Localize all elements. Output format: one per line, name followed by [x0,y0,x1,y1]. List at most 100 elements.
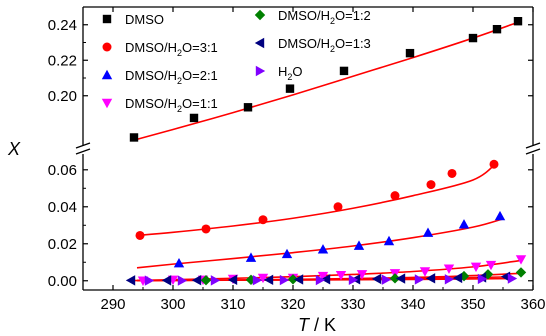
series-1-point [405,48,415,58]
series-1-point [243,103,253,112]
series-3-fit-curve [136,218,504,269]
y-tick-label-0.02: 0.02 [48,236,77,253]
axes: 290 300 310 320 330 340 350 360 0.20 0.22 0.24 0.00… [48,6,546,313]
series-7-point [477,273,488,285]
legend-marker-3 [101,69,113,80]
series-4-point [485,260,497,271]
series-6-point [227,274,238,286]
legend-label-subscript: 2 [177,76,182,86]
series-6-point [191,274,202,286]
series-6-point [320,274,331,285]
series-2-point [258,215,268,225]
data-points [125,17,527,286]
series-5-point [287,274,299,285]
series-3-point [383,235,395,246]
series-2-point [201,224,211,234]
series-7-point [252,274,263,286]
series-6-point [452,272,463,284]
series-1-point [189,113,199,123]
axis-break-mark-left-2 [75,148,91,155]
legend-label-text: O=3:1 [182,40,218,55]
series-1-fit-curve [133,20,522,141]
legend-marker-5 [254,9,266,21]
x-axis-title-unit: / K [309,315,336,335]
series-7-point [177,275,188,286]
x-axis-title-var: T [298,315,311,335]
legend-label-1: DMSO [125,12,164,27]
series-6-point [425,273,436,284]
legend-marker-1 [102,14,112,24]
x-tick-label-340: 340 [400,296,425,313]
legend-marker-4 [101,98,113,109]
x-tick-label-320: 320 [280,296,305,313]
series-2-fit-curve [136,161,498,237]
legend-label-3: DMSO/H2O=2:1 [125,68,218,86]
legend-marker-7 [255,65,266,77]
series-1-point [492,24,502,34]
series-4-point [317,271,329,282]
series-6-point [125,275,136,286]
legend-label-text: DMSO/H [125,40,177,55]
legend-label-text: O [292,64,302,79]
legend-label-subscript: 2 [177,104,182,114]
y-tick-label-0.24: 0.24 [48,17,77,34]
axis-break-mark-left-1 [75,142,91,149]
legend: DMSODMSO/H2O=3:1DMSO/H2O=2:1DMSO/H2O=1:1… [101,8,371,114]
series-5-point [389,273,401,284]
series-3-point [353,240,365,250]
series-1-point [339,66,349,76]
x-tick-label-310: 310 [220,296,245,313]
x-tick-label-350: 350 [460,296,485,313]
axis-break-mark-right-2 [525,148,541,155]
series-2-point [426,180,436,190]
legend-label-subscript: 2 [330,44,335,54]
series-5-point [200,274,212,286]
series-7-point [414,274,425,285]
series-5-point [515,267,527,278]
fit-curves [130,20,522,282]
x-tick-label-330: 330 [340,296,365,313]
legend-label-subscript: 2 [177,48,182,58]
series-4-point [470,262,482,273]
series-2-point [333,202,343,212]
series-2-point [489,159,499,169]
series-1-point [468,33,478,43]
series-7-point [144,275,155,286]
series-4-point [356,270,368,280]
legend-label-6: DMSO/H2O=1:3 [278,36,371,54]
x-tick-label-360: 360 [520,296,545,313]
series-1-point [285,84,295,93]
legend-label-2: DMSO/H2O=3:1 [125,40,218,58]
series-3-point [494,210,506,221]
series-3-point [173,257,185,268]
series-6-point [161,275,172,286]
series-3-point [317,244,329,254]
series-6-point [293,274,304,285]
y-tick-label-0.06: 0.06 [48,162,77,179]
series-4-point [335,271,347,281]
y-tick-label-0.04: 0.04 [48,199,77,216]
series-6-point [263,274,274,286]
legend-label-text: DMSO/H [125,96,177,111]
series-6-point [395,273,406,284]
legend-label-text: O=1:1 [182,96,218,111]
series-4-point [443,264,455,274]
series-1-point [129,133,139,142]
series-3-point [245,252,257,262]
legend-label-text: O=1:2 [335,8,371,23]
legend-label-text: H [278,64,287,79]
series-4-point [419,267,431,277]
legend-label-subscript: 2 [330,16,335,26]
series-7-point [444,274,455,285]
legend-marker-6 [254,37,265,49]
series-7-point [210,275,221,286]
series-7-point [279,274,290,286]
series-4-point [515,255,527,265]
legend-marker-2 [102,42,112,52]
legend-label-text: DMSO/H [125,68,177,83]
legend-label-4: DMSO/H2O=1:1 [125,96,218,114]
series-7-point [348,274,359,286]
legend-label-7: H2O [278,64,303,82]
x-axis-title: T / K [298,315,336,335]
